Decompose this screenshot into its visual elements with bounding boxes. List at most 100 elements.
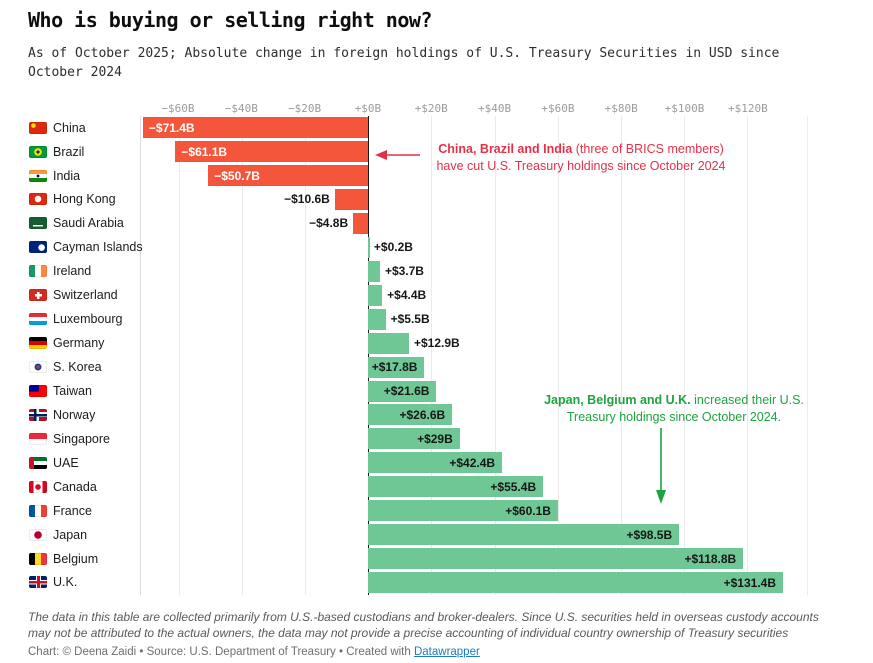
bar-chart: −$60B −$40B −$20B +$0B +$20B +$40B +$60B +$80B +…	[28, 101, 808, 595]
bar-uae: +$42.4B	[368, 452, 503, 474]
bar-india: −$50.7B	[208, 165, 369, 187]
chart-row-hong-kong: Hong Kong −$10.6B	[29, 188, 807, 212]
arrow-left-icon	[375, 149, 420, 160]
bar-luxembourg	[368, 308, 386, 330]
annotation-line-2: Treasury holdings since October 2024.	[566, 410, 782, 425]
value-label: +$98.5B	[626, 527, 673, 542]
value-label: −$4.8B	[309, 216, 349, 231]
singapore-flag-icon	[29, 432, 47, 445]
gridline	[494, 115, 496, 595]
country-name: India	[53, 168, 81, 183]
chart-row-japan: Japan +$98.5B	[29, 523, 807, 547]
bar-brazil: −$61.1B	[175, 141, 369, 163]
country-label: U.K.	[29, 571, 141, 595]
country-name: Luxembourg	[53, 312, 123, 327]
chart-row-switzerland: Switzerland +$4.4B	[29, 283, 807, 307]
country-label: Canada	[29, 475, 141, 499]
datawrapper-link[interactable]: Datawrapper	[413, 646, 480, 659]
bar-singapore: +$29B	[368, 428, 460, 450]
x-axis: −$60B −$40B −$20B +$0B +$20B +$40B +$60B +$80B +…	[140, 101, 808, 116]
chart-row-norway: Norway +$26.6B	[29, 403, 807, 427]
country-name: Hong Kong	[53, 192, 116, 207]
country-name: Belgium	[53, 551, 99, 566]
zero-axis-line	[368, 115, 370, 595]
axis-tick-label: +$60B	[541, 101, 575, 115]
country-name: U.K.	[53, 575, 78, 590]
country-label: China	[29, 116, 141, 140]
bar-norway: +$26.6B	[368, 404, 453, 426]
country-label: Cayman Islands	[29, 235, 143, 259]
ireland-flag-icon	[29, 265, 47, 278]
bar-belgium: +$118.8B	[368, 548, 744, 570]
bar-hong-kong	[334, 189, 369, 210]
arrow-down-icon	[656, 427, 666, 504]
value-label: +$118.8B	[684, 551, 737, 566]
bar-ireland	[368, 260, 380, 282]
bar-germany	[368, 332, 409, 354]
country-name: Ireland	[53, 264, 92, 279]
country-label: Norway	[29, 403, 141, 427]
china-flag-icon	[29, 121, 47, 134]
value-label: +$60.1B	[505, 503, 551, 518]
belgium-flag-icon	[29, 552, 47, 565]
country-label: Belgium	[29, 547, 141, 571]
switzerland-flag-icon	[29, 289, 47, 302]
axis-tick-label: −$60B	[161, 101, 195, 115]
s-korea-flag-icon	[29, 361, 47, 374]
annotation-increased-holdings: Japan, Belgium and U.K. increased their …	[533, 392, 815, 427]
gridline	[431, 115, 433, 595]
country-name: Germany	[53, 336, 105, 351]
axis-tick-label: +$80B	[604, 101, 638, 115]
country-name: Switzerland	[53, 288, 118, 303]
value-label: +$55.4B	[490, 479, 537, 494]
gridline	[305, 115, 307, 595]
bar-china: −$71.4B	[142, 117, 369, 139]
gridline	[683, 115, 685, 595]
value-label: +$21.6B	[383, 384, 430, 398]
value-label: +$26.6B	[399, 407, 446, 422]
annotation-line-1: Japan, Belgium and U.K. increased their …	[544, 392, 804, 407]
country-name: S. Korea	[53, 360, 102, 375]
country-name: Norway	[53, 407, 96, 422]
chart-row-s-korea: S. Korea +$17.8B	[29, 355, 807, 379]
value-label: +$131.4B	[723, 575, 776, 590]
annotation-brics-cut: China, Brazil and India (three of BRICS …	[409, 141, 753, 176]
axis-tick-label: +$100B	[664, 101, 705, 115]
annotation-line-1: China, Brazil and India (three of BRICS …	[438, 141, 724, 156]
bar-u-k: +$131.4B	[368, 572, 783, 593]
bar-japan: +$98.5B	[368, 524, 680, 546]
country-label: S. Korea	[29, 355, 141, 379]
bar-rows: China −$71.4B Brazil −$61.1B India −$50.7B Hon…	[29, 116, 807, 595]
value-label: −$61.1B	[181, 144, 228, 159]
saudi-arabia-flag-icon	[29, 217, 47, 230]
bar-cayman-islands	[368, 236, 371, 258]
axis-tick-label: −$40B	[224, 101, 258, 115]
brazil-flag-icon	[29, 145, 47, 158]
chart-row-cayman-islands: Cayman Islands +$0.2B	[29, 235, 807, 259]
bar-switzerland	[368, 284, 383, 306]
chart-row-canada: Canada +$55.4B	[29, 475, 807, 499]
country-name: Taiwan	[53, 383, 92, 398]
gridline	[620, 115, 622, 595]
bar-canada: +$55.4B	[368, 476, 544, 498]
gridline	[242, 115, 243, 595]
chart-row-saudi-arabia: Saudi Arabia −$4.8B	[29, 211, 807, 235]
country-label: Ireland	[29, 259, 141, 283]
luxembourg-flag-icon	[29, 313, 47, 326]
chart-row-luxembourg: Luxembourg +$5.5B	[29, 307, 807, 331]
chart-row-singapore: Singapore +$29B	[29, 427, 807, 451]
country-name: China	[53, 120, 86, 135]
country-label: Hong Kong	[29, 188, 141, 212]
country-label: Germany	[29, 331, 141, 355]
chart-row-uae: UAE +$42.4B	[29, 451, 807, 475]
value-label: +$0.2B	[373, 240, 413, 255]
country-label: Luxembourg	[29, 307, 141, 331]
value-label: −$10.6B	[284, 192, 330, 207]
uae-flag-icon	[29, 456, 47, 469]
canada-flag-icon	[29, 480, 47, 493]
value-label: +$29B	[417, 431, 453, 446]
country-label: India	[29, 164, 141, 188]
india-flag-icon	[29, 169, 47, 182]
gridline	[557, 115, 559, 595]
